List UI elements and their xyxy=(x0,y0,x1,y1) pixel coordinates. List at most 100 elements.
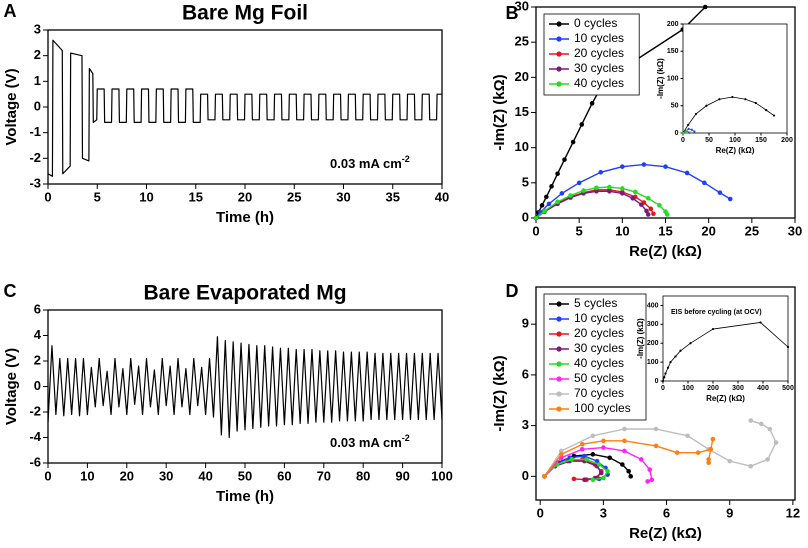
x-tick-label: 20 xyxy=(120,469,134,484)
legend-label: 10 cycles xyxy=(574,311,624,325)
data-point xyxy=(651,211,656,217)
data-point xyxy=(590,452,596,457)
x-tick-label: 0 xyxy=(532,224,539,239)
data-point xyxy=(601,475,606,481)
x-tick-label: 5 xyxy=(94,190,101,205)
x-tick-label: 90 xyxy=(395,469,409,484)
data-point xyxy=(568,193,573,198)
panel-label: A xyxy=(4,1,17,21)
data-point xyxy=(622,448,627,454)
x-tick-label: 50 xyxy=(705,137,713,144)
data-point xyxy=(674,450,680,455)
y-tick-label: 50 xyxy=(671,103,679,110)
data-point xyxy=(684,170,690,176)
annotation-text: 0.03 mA cm xyxy=(330,435,402,450)
x-tick-label: 10 xyxy=(80,469,94,484)
data-point xyxy=(702,180,707,186)
data-point xyxy=(685,129,688,132)
legend-marker xyxy=(556,346,562,352)
y-tick-label: 150 xyxy=(667,48,679,55)
data-point xyxy=(664,212,670,217)
data-point xyxy=(702,4,708,10)
data-point xyxy=(653,443,659,449)
data-point xyxy=(759,421,764,427)
x-axis-label: Time (h) xyxy=(216,209,274,226)
data-point xyxy=(607,184,612,190)
data-point xyxy=(748,418,754,423)
data-point xyxy=(706,460,711,466)
data-point xyxy=(570,139,576,145)
data-point xyxy=(641,162,647,167)
x-tick-label: 50 xyxy=(238,469,252,484)
data-point xyxy=(663,376,666,379)
x-tick-label: 0 xyxy=(681,137,685,144)
data-line xyxy=(543,419,777,477)
chart-title: Bare Evaporated Mg xyxy=(143,282,346,305)
data-point xyxy=(605,468,610,474)
data-point xyxy=(630,196,635,201)
data-point xyxy=(663,164,668,169)
data-point xyxy=(748,463,754,469)
annotation-text: 0.03 mA cm xyxy=(330,156,402,171)
x-tick-label: 100 xyxy=(682,385,694,392)
data-point xyxy=(589,101,595,106)
x-tick-label: 30 xyxy=(788,224,802,239)
y-tick-label: 0 xyxy=(34,98,41,113)
y-axis-label: -Im(Z) (kΩ) xyxy=(491,355,508,431)
inset-frame xyxy=(662,295,789,382)
data-point xyxy=(645,196,651,201)
data-point xyxy=(638,457,644,462)
data-point xyxy=(705,104,708,107)
data-point xyxy=(555,171,560,176)
y-tick-label: -3 xyxy=(29,175,41,190)
y-tick-label: -6 xyxy=(29,454,41,469)
legend-label: 30 cycles xyxy=(574,341,624,355)
data-point xyxy=(590,477,596,483)
legend-marker xyxy=(556,301,562,307)
legend-label: 100 cycles xyxy=(574,401,631,415)
legend-label: 70 cycles xyxy=(574,386,624,400)
x-tick-label: 500 xyxy=(782,385,794,392)
data-point xyxy=(620,462,625,467)
data-point xyxy=(562,157,567,162)
data-point xyxy=(569,457,575,462)
x-tick-label: 0 xyxy=(44,190,51,205)
y-tick-label: -2 xyxy=(29,403,41,418)
data-line xyxy=(682,96,775,134)
y-tick-label: 30 xyxy=(515,0,529,13)
y-tick-label: 4 xyxy=(34,327,42,342)
data-point xyxy=(674,355,677,358)
x-tick-label: 400 xyxy=(757,385,769,392)
legend-marker xyxy=(556,51,562,57)
x-axis-label: Re(Z) (kΩ) xyxy=(706,394,745,403)
x-tick-label: 5 xyxy=(576,224,583,239)
data-line xyxy=(47,39,442,177)
y-axis-label: -Im(Z) (kΩ) xyxy=(656,58,665,99)
y-tick-label: -4 xyxy=(29,429,41,444)
x-tick-label: 0 xyxy=(661,385,665,392)
inset-frame xyxy=(682,23,788,134)
x-axis-label: Re(Z) (kΩ) xyxy=(629,243,702,260)
data-point xyxy=(542,474,547,479)
data-point xyxy=(685,433,690,439)
data-point xyxy=(718,98,721,101)
data-point xyxy=(594,185,599,191)
y-axis-label: Voltage (V) xyxy=(3,68,20,145)
data-point xyxy=(647,467,653,472)
y-tick-label: 400 xyxy=(647,302,659,309)
x-tick-label: 0 xyxy=(44,469,51,484)
data-point xyxy=(628,474,634,479)
data-point xyxy=(620,164,625,169)
data-point xyxy=(765,457,770,462)
data-point xyxy=(695,450,701,455)
x-tick-label: 25 xyxy=(287,190,301,205)
data-line xyxy=(543,438,714,477)
x-tick-label: 200 xyxy=(707,385,719,392)
inset-title: EIS before cycling (at OCV) xyxy=(671,309,762,316)
data-line xyxy=(47,336,443,439)
data-point xyxy=(727,196,733,202)
data-point xyxy=(620,186,625,191)
x-tick-label: 9 xyxy=(726,506,733,521)
data-point xyxy=(644,208,649,214)
